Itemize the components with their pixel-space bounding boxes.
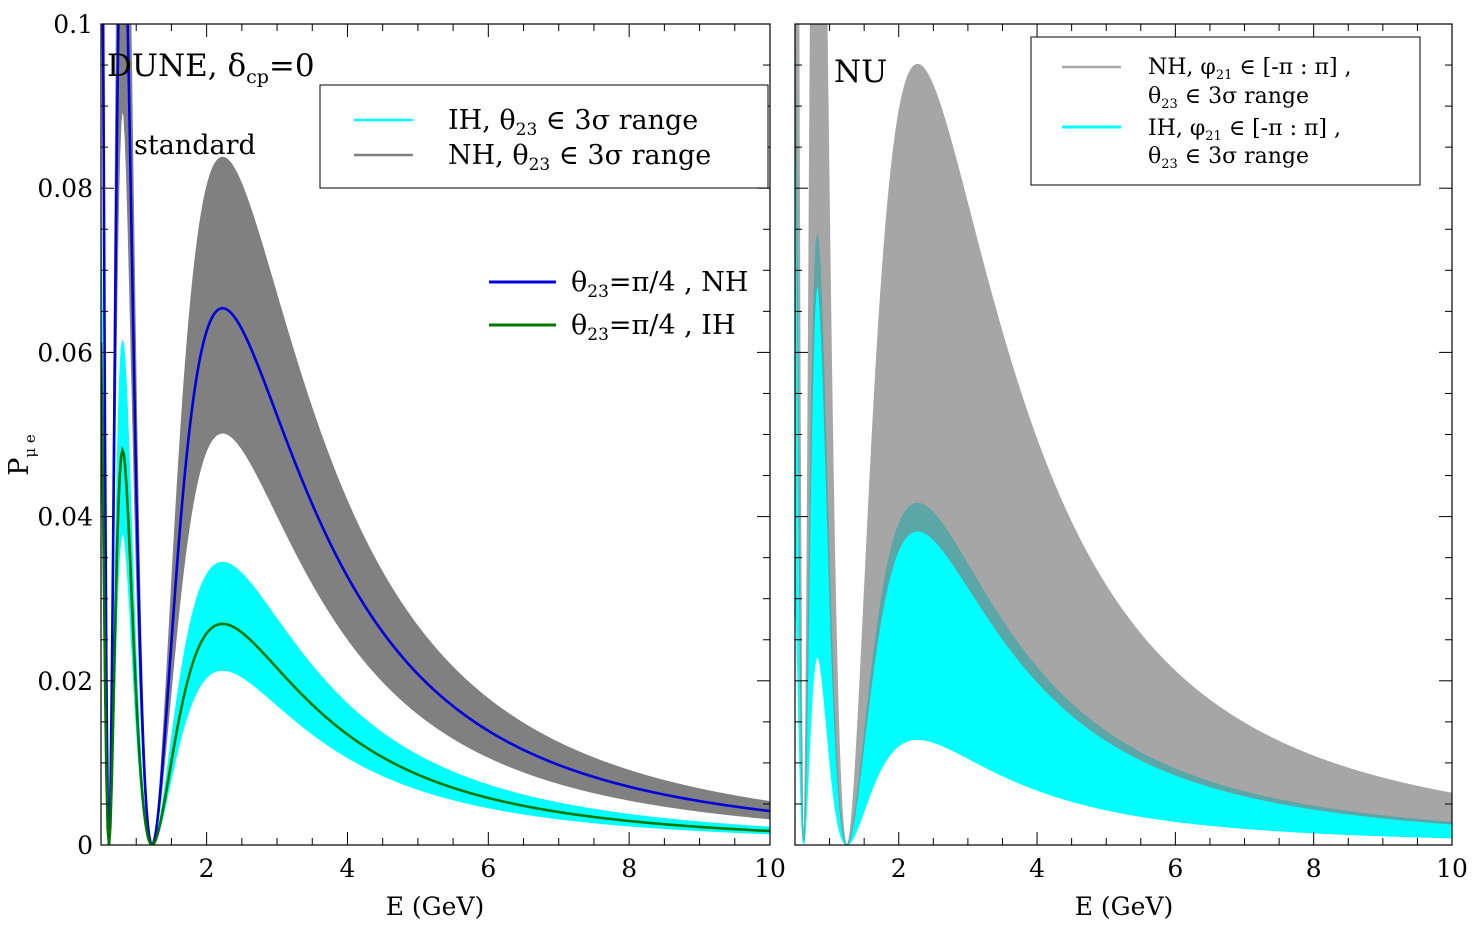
right-plot-area [795, 24, 1452, 845]
left-label-sub: cp [246, 66, 269, 88]
x-tick-label: 10 [754, 854, 786, 883]
legend-label-ih-nu-line1: IH, φ21 ∈ [-π : π] , [1148, 116, 1341, 144]
legend-label-ih-line: θ23=π/4 , IH [571, 310, 736, 345]
curve-left-2 [101, 24, 770, 845]
band-left-0 [101, 24, 770, 845]
x-tick-label: 10 [1436, 854, 1468, 883]
y-tick-label: 0.02 [37, 667, 93, 696]
curve-left-3 [101, 342, 770, 845]
left-band-legend-box [319, 84, 769, 189]
legend-label-nh-line: θ23=π/4 , NH [571, 267, 748, 302]
x-tick-label: 6 [480, 854, 496, 883]
right-panel-label: NU [834, 54, 887, 90]
y-axis-title: Pμ e [4, 434, 39, 476]
left-panel-label: DUNE, δcp=0 [107, 48, 315, 88]
right-x-axis-title: E (GeV) [1075, 892, 1174, 921]
x-tick-label: 4 [1029, 854, 1045, 883]
legend-label-nh-band: NH, θ23 ∈ 3σ range [448, 140, 711, 175]
legend-label-nh-nu-line2: θ23 ∈ 3σ range [1148, 84, 1309, 112]
y-tick-label: 0.04 [37, 503, 93, 532]
y-tick-label: 0.06 [37, 338, 93, 367]
left-subtitle: standard [134, 130, 256, 161]
left-band-legend: IH, θ23 ∈ 3σ range NH, θ23 ∈ 3σ range [319, 84, 769, 189]
x-tick-label: 2 [199, 854, 215, 883]
y-tick-label: 0.08 [37, 174, 93, 203]
x-tick-label: 4 [340, 854, 356, 883]
legend-label-ih-band: IH, θ23 ∈ 3σ range [448, 105, 698, 140]
left-x-axis-title: E (GeV) [386, 892, 485, 921]
y-tick-label: 0 [77, 831, 93, 860]
left-ticks: 2 4 6 8 10 0 0.02 0.04 0.06 0.08 0.1 [37, 10, 786, 883]
y-tick-label: 0.1 [53, 10, 93, 39]
x-tick-label: 6 [1167, 854, 1183, 883]
left-label-tail: =0 [269, 48, 315, 84]
legend-label-ih-nu-line2: θ23 ∈ 3σ range [1148, 144, 1309, 172]
left-panel: 2 4 6 8 10 0 0.02 0.04 0.06 0.08 0.1 DUNE, δcp=0 s… [4, 10, 786, 921]
left-label-main: DUNE, δ [107, 48, 246, 84]
left-plot-area [101, 24, 770, 845]
band-right-2 [795, 39, 1452, 845]
right-panel: 2 4 6 8 10 NU NH, φ21 ∈ [-π : π] , θ23 ∈ 3σ … [794, 23, 1468, 921]
right-legend: NH, φ21 ∈ [-π : π] , θ23 ∈ 3σ range IH, … [1030, 36, 1421, 186]
right-ticks: 2 4 6 8 10 [794, 23, 1468, 883]
left-line-legend: θ23=π/4 , NH θ23=π/4 , IH [489, 267, 748, 345]
band-left-1 [101, 201, 770, 845]
legend-label-nh-nu-line1: NH, φ21 ∈ [-π : π] , [1148, 55, 1352, 83]
right-legend-box [1030, 36, 1421, 186]
x-tick-label: 8 [621, 854, 637, 883]
x-tick-label: 2 [891, 854, 907, 883]
x-tick-label: 8 [1306, 854, 1322, 883]
